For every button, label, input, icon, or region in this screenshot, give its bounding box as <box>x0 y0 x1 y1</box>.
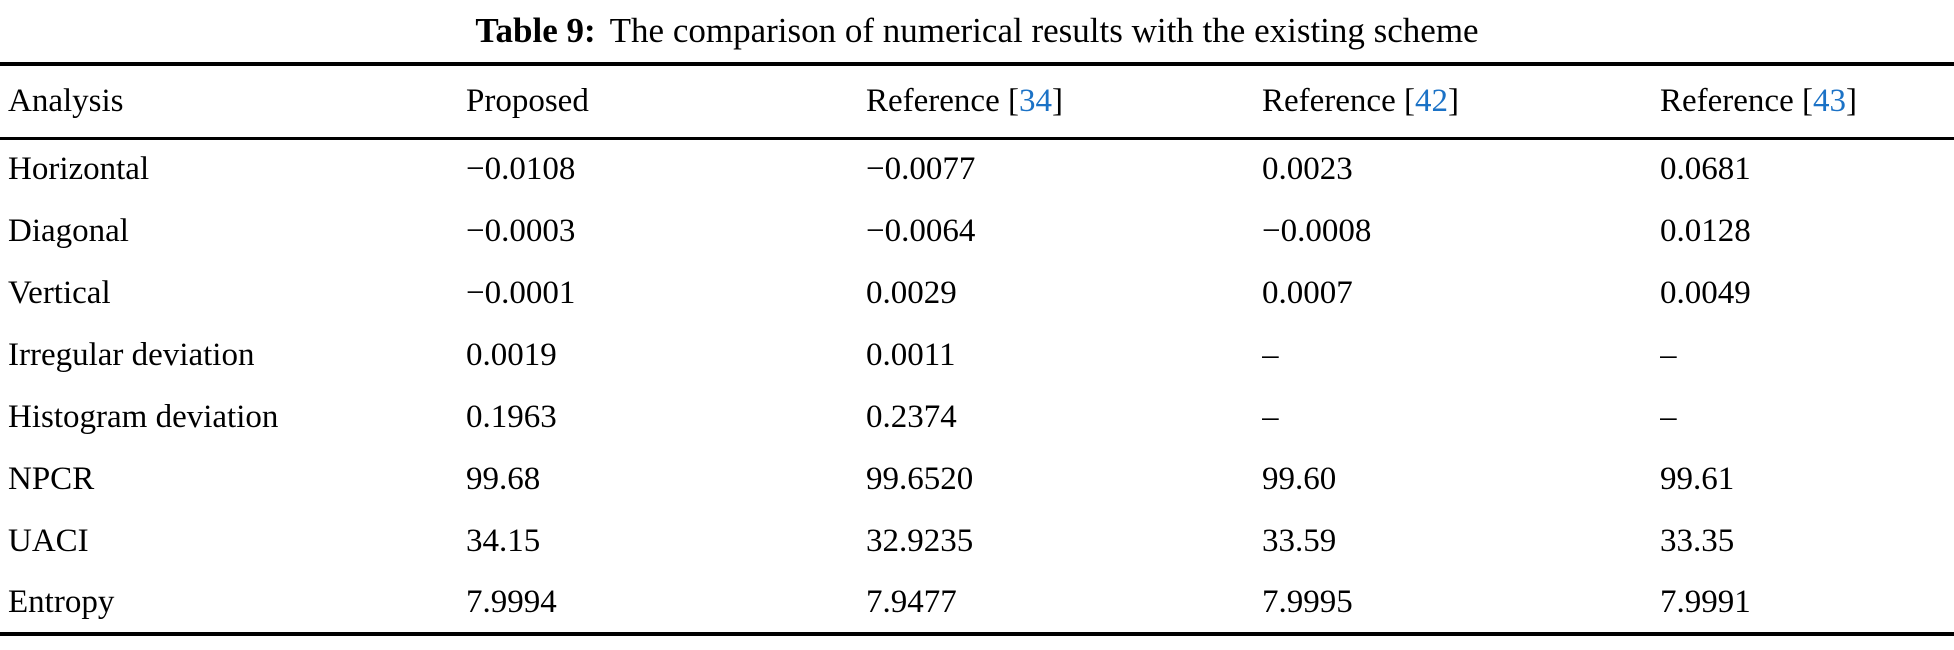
value-cell: 0.1963 <box>466 398 557 435</box>
analysis-cell: Vertical <box>8 274 111 311</box>
value-cell: 7.9994 <box>466 583 557 620</box>
value-cell: 99.61 <box>1660 460 1735 497</box>
value-cell: 99.68 <box>466 460 541 497</box>
value-cell: 0.0128 <box>1660 212 1751 249</box>
value-cell: 0.0007 <box>1262 274 1353 311</box>
table-caption: Table 9: The comparison of numerical res… <box>0 0 1954 62</box>
value-cell: 0.0011 <box>866 336 956 373</box>
column-header-reference-42: Reference [42] <box>1262 82 1459 119</box>
column-header-proposed: Proposed <box>466 82 589 119</box>
table-row: Horizontal −0.0108 −0.0077 0.0023 0.0681 <box>0 138 1954 200</box>
value-cell: 0.0029 <box>866 274 957 311</box>
table-row: Irregular deviation 0.0019 0.0011 – – <box>0 324 1954 386</box>
value-cell: – <box>1660 336 1677 373</box>
value-cell: 0.0023 <box>1262 151 1353 188</box>
results-table: Analysis Proposed Reference [34] Referen… <box>0 62 1954 636</box>
citation-link-43[interactable]: 43 <box>1812 82 1846 119</box>
analysis-cell: NPCR <box>8 460 95 497</box>
value-cell: −0.0108 <box>466 151 576 188</box>
analysis-cell: Horizontal <box>8 151 150 188</box>
table-caption-number: Table 9: <box>475 11 596 50</box>
value-cell: 32.9235 <box>866 522 974 559</box>
value-cell: −0.0008 <box>1262 212 1372 249</box>
column-header-analysis: Analysis <box>8 82 124 119</box>
table-body: Horizontal −0.0108 −0.0077 0.0023 0.0681 Diag… <box>0 138 1954 634</box>
table-header: Analysis Proposed Reference [34] Referen… <box>0 64 1954 138</box>
value-cell: 99.60 <box>1262 460 1337 497</box>
value-cell: 0.0019 <box>466 336 557 373</box>
value-cell: −0.0077 <box>866 151 976 188</box>
value-cell: 7.9477 <box>866 583 957 620</box>
value-cell: 0.0049 <box>1660 274 1751 311</box>
citation-link-34[interactable]: 34 <box>1018 82 1052 119</box>
value-cell: – <box>1262 398 1279 435</box>
table-row: NPCR 99.68 99.6520 99.60 99.61 <box>0 448 1954 510</box>
column-header-reference-34: Reference [34] <box>866 82 1063 119</box>
value-cell: 33.59 <box>1262 522 1337 559</box>
analysis-cell: Histogram deviation <box>8 398 279 435</box>
value-cell: −0.0001 <box>466 274 576 311</box>
value-cell: 7.9995 <box>1262 583 1353 620</box>
value-cell: 0.2374 <box>866 398 957 435</box>
value-cell: 7.9991 <box>1660 583 1751 620</box>
citation-link-42[interactable]: 42 <box>1414 82 1448 119</box>
table-row: UACI 34.15 32.9235 33.59 33.35 <box>0 510 1954 572</box>
table-row: Diagonal −0.0003 −0.0064 −0.0008 0.0128 <box>0 200 1954 262</box>
analysis-cell: UACI <box>8 522 89 559</box>
value-cell: 0.0681 <box>1660 151 1751 188</box>
header-row: Analysis Proposed Reference [34] Referen… <box>0 64 1954 138</box>
value-cell: −0.0003 <box>466 212 576 249</box>
value-cell: 34.15 <box>466 522 541 559</box>
value-cell: – <box>1660 398 1677 435</box>
analysis-cell: Entropy <box>8 583 115 620</box>
analysis-cell: Irregular deviation <box>8 336 255 373</box>
value-cell: 99.6520 <box>866 460 974 497</box>
column-header-reference-43: Reference [43] <box>1660 82 1857 119</box>
table-row: Vertical −0.0001 0.0029 0.0007 0.0049 <box>0 262 1954 324</box>
value-cell: 33.35 <box>1660 522 1735 559</box>
table-row: Entropy 7.9994 7.9477 7.9995 7.9991 <box>0 572 1954 634</box>
table-row: Histogram deviation 0.1963 0.2374 – – <box>0 386 1954 448</box>
value-cell: – <box>1262 336 1279 373</box>
analysis-cell: Diagonal <box>8 212 129 249</box>
value-cell: −0.0064 <box>866 212 976 249</box>
table-caption-text: The comparison of numerical results with… <box>609 11 1479 50</box>
